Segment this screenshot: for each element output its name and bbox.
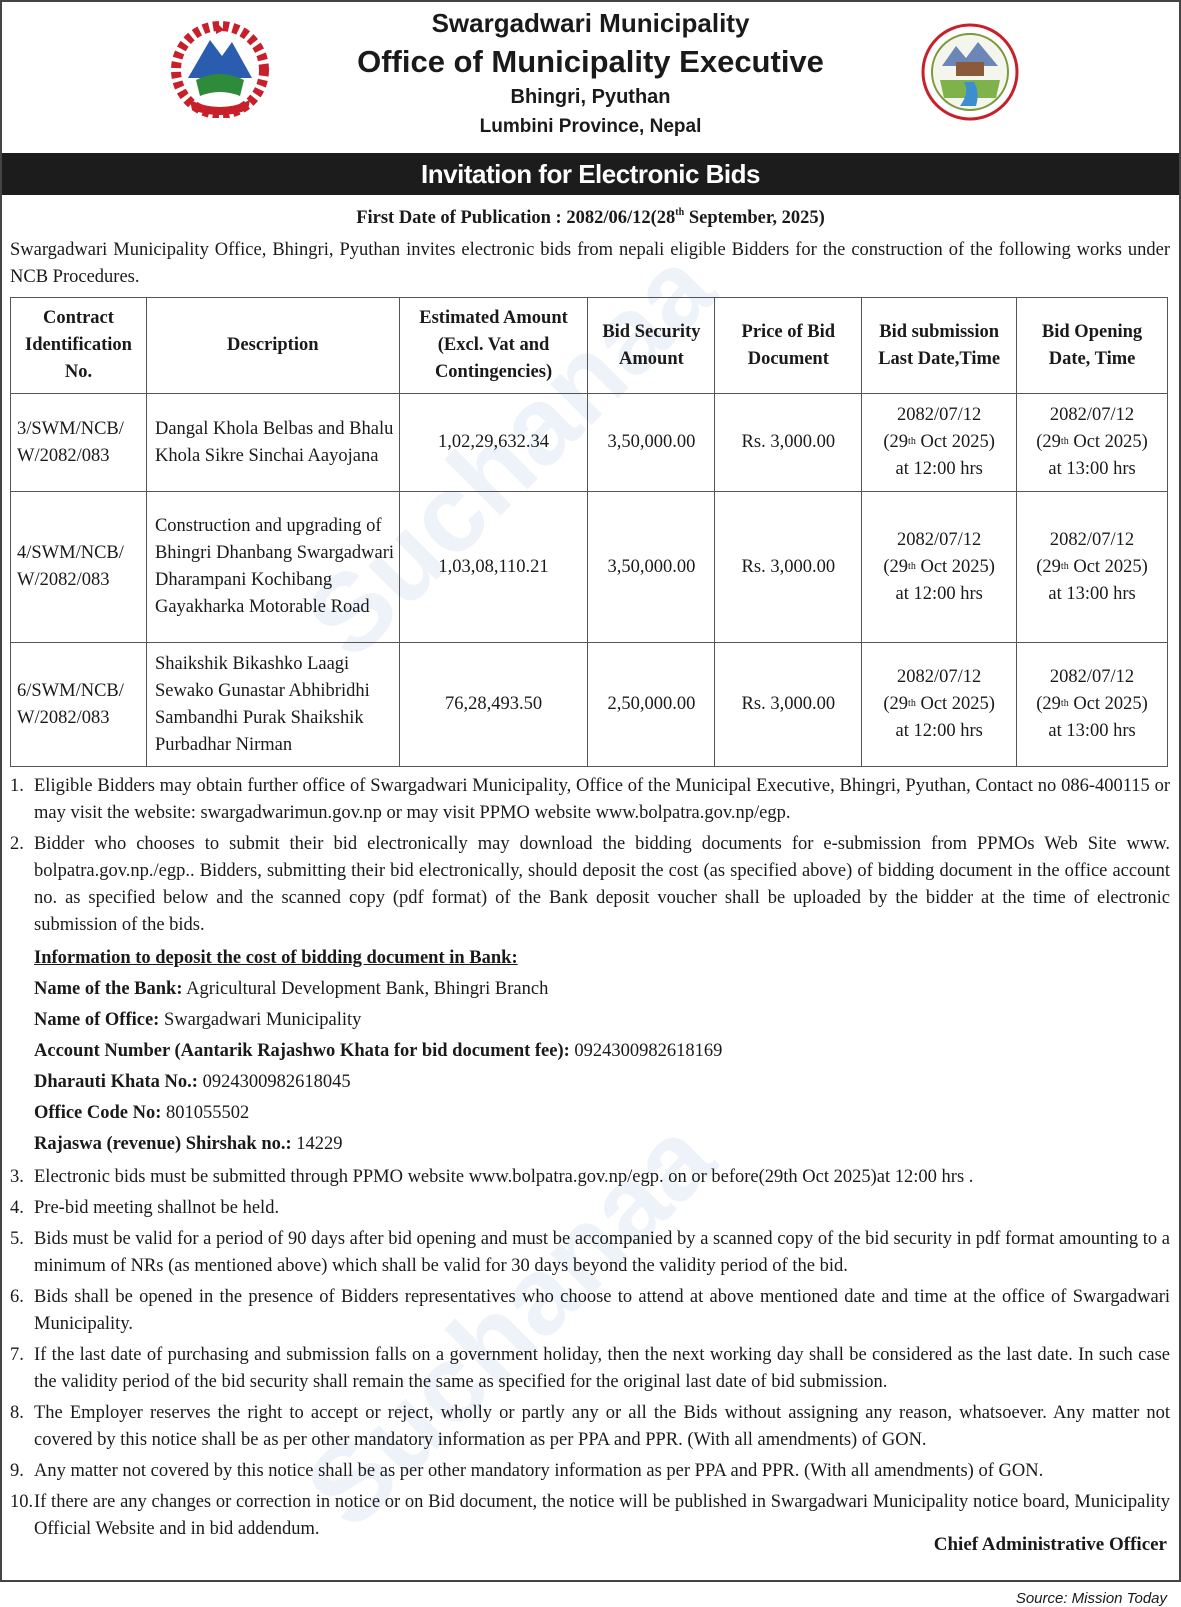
item-number: 2.: [10, 834, 24, 854]
list-item: 5. Bids must be valid for a period of 90 …: [10, 1226, 1170, 1280]
item-text: If the last date of purchasing and submi…: [34, 1345, 1170, 1392]
item-text: Any matter not covered by this notice sh…: [34, 1461, 1044, 1481]
description: Construction and upgrading of Bhingri Dh…: [145, 491, 400, 643]
office-name: Office of Municipality Executive: [357, 44, 824, 79]
item-number: 9.: [10, 1461, 24, 1481]
col-bid-security: Bid Security Amount: [587, 297, 716, 394]
item-text: The Employer reserves the right to accep…: [34, 1403, 1170, 1450]
publication-date: First Date of Publication : 2082/06/12(2…: [356, 207, 825, 228]
signature: Chief Administrative Officer: [933, 1534, 1167, 1555]
bank-field: Office Code No: 801055502: [34, 1103, 250, 1123]
header: Swargadwari Municipality Office of Munic…: [0, 0, 1181, 153]
list-item: 6. Bids shall be opened in the presence o…: [10, 1284, 1170, 1338]
col-price-document: Price of Bid Document: [714, 297, 863, 394]
bid-table: Contract Identification No. Description …: [10, 297, 1168, 767]
estimated-amount: 76,28,493.50: [398, 642, 589, 767]
description: Shaikshik Bikashko Laagi Sewako Gunastar…: [145, 642, 400, 767]
conditions-list: 1. Eligible Bidders may obtain further of…: [10, 773, 1170, 1547]
bid-security: 3,50,000.00: [587, 491, 716, 643]
item-number: 8.: [10, 1403, 24, 1423]
item-number: 3.: [10, 1167, 24, 1187]
price-document: Rs. 3,000.00: [714, 642, 863, 767]
list-item: 3. Electronic bids must be submitted thro…: [10, 1164, 1170, 1191]
list-item: 8. The Employer reserves the right to acc…: [10, 1400, 1170, 1454]
bid-security: 3,50,000.00: [587, 393, 716, 492]
list-item: 9. Any matter not covered by this notice …: [10, 1458, 1170, 1485]
list-item: 10. If there are any changes or correctio…: [10, 1489, 1170, 1543]
bank-field: Rajaswa (revenue) Shirshak no.: 14229: [34, 1134, 343, 1154]
table-row: 3/SWM/NCB/ W/2082/083 Dangal Khola Belbas…: [10, 393, 1168, 492]
item-number: 1.: [10, 776, 24, 796]
submission-date: 2082/07/12 (29th Oct 2025) at 12:00 hrs: [861, 491, 1018, 643]
col-contract-id: Contract Identification No.: [10, 297, 147, 394]
nepal-emblem-icon: [171, 21, 269, 118]
contract-id: 3/SWM/NCB/ W/2082/083: [10, 393, 147, 492]
table-row: 4/SWM/NCB/ W/2082/083 Construction and up…: [10, 491, 1168, 643]
notice-title: Invitation for Electronic Bids: [2, 153, 1179, 195]
bank-field: Account Number (Aantarik Rajashwo Khata …: [34, 1041, 723, 1061]
opening-date: 2082/07/12 (29th Oct 2025) at 13:00 hrs: [1016, 393, 1168, 492]
table-row: 6/SWM/NCB/ W/2082/083 Shaikshik Bikashko …: [10, 642, 1168, 767]
opening-date: 2082/07/12 (29th Oct 2025) at 13:00 hrs: [1016, 491, 1168, 643]
bank-info: Information to deposit the cost of biddi…: [10, 943, 1170, 1160]
price-document: Rs. 3,000.00: [714, 393, 863, 492]
province: Lumbini Province, Nepal: [479, 116, 702, 137]
intro-paragraph: Swargadwari Municipality Office, Bhingri…: [10, 240, 1170, 287]
estimated-amount: 1,02,29,632.34: [398, 393, 589, 492]
bank-field: Dharauti Khata No.: 0924300982618045: [34, 1072, 351, 1092]
item-number: 6.: [10, 1287, 24, 1307]
col-opening-date: Bid Opening Date, Time: [1016, 297, 1168, 394]
bank-field: Name of the Bank: Agricultural Developme…: [34, 979, 549, 999]
price-document: Rs. 3,000.00: [714, 491, 863, 643]
office-location: Bhingri, Pyuthan: [510, 86, 671, 108]
list-item: 1. Eligible Bidders may obtain further of…: [10, 773, 1170, 827]
item-text: Bids must be valid for a period of 90 da…: [34, 1229, 1170, 1276]
bank-field: Name of Office: Swargadwari Municipality: [34, 1010, 362, 1030]
contract-id: 4/SWM/NCB/ W/2082/083: [10, 491, 147, 643]
item-number: 10.: [10, 1492, 34, 1512]
item-number: 4.: [10, 1198, 24, 1218]
contract-id: 6/SWM/NCB/ W/2082/083: [10, 642, 147, 767]
col-submission-date: Bid submission Last Date,Time: [861, 297, 1018, 394]
item-text: Electronic bids must be submitted throug…: [34, 1167, 974, 1187]
bid-security: 2,50,000.00: [587, 642, 716, 767]
municipality-name: Swargadwari Municipality: [431, 8, 750, 38]
col-description: Description: [145, 297, 400, 394]
list-item: 4. Pre-bid meeting shallnot be held.: [10, 1195, 1170, 1222]
municipality-logo-icon: [921, 23, 1019, 121]
item-text: Bids shall be opened in the presence of …: [34, 1287, 1170, 1334]
opening-date: 2082/07/12 (29th Oct 2025) at 13:00 hrs: [1016, 642, 1168, 767]
list-item: 7. If the last date of purchasing and sub…: [10, 1342, 1170, 1396]
list-item: 2. Bidder who chooses to submit their bid…: [10, 831, 1170, 939]
item-text: Pre-bid meeting shallnot be held.: [34, 1198, 280, 1218]
bank-info-heading: Information to deposit the cost of biddi…: [34, 948, 518, 968]
item-text: Bidder who chooses to submit their bid e…: [34, 834, 1170, 935]
source-credit: Source: Mission Today: [1015, 1590, 1167, 1607]
item-text: Eligible Bidders may obtain further offi…: [34, 776, 1170, 823]
item-number: 5.: [10, 1229, 24, 1249]
table-header-row: Contract Identification No. Description …: [10, 297, 1168, 394]
description: Dangal Khola Belbas and Bhalu Khola Sikr…: [145, 393, 400, 492]
submission-date: 2082/07/12 (29th Oct 2025) at 12:00 hrs: [861, 642, 1018, 767]
item-text: If there are any changes or correction i…: [34, 1492, 1170, 1539]
submission-date: 2082/07/12 (29th Oct 2025) at 12:00 hrs: [861, 393, 1018, 492]
item-number: 7.: [10, 1345, 24, 1365]
col-estimated-amount: Estimated Amount (Excl. Vat and Continge…: [398, 297, 589, 394]
estimated-amount: 1,03,08,110.21: [398, 491, 589, 643]
